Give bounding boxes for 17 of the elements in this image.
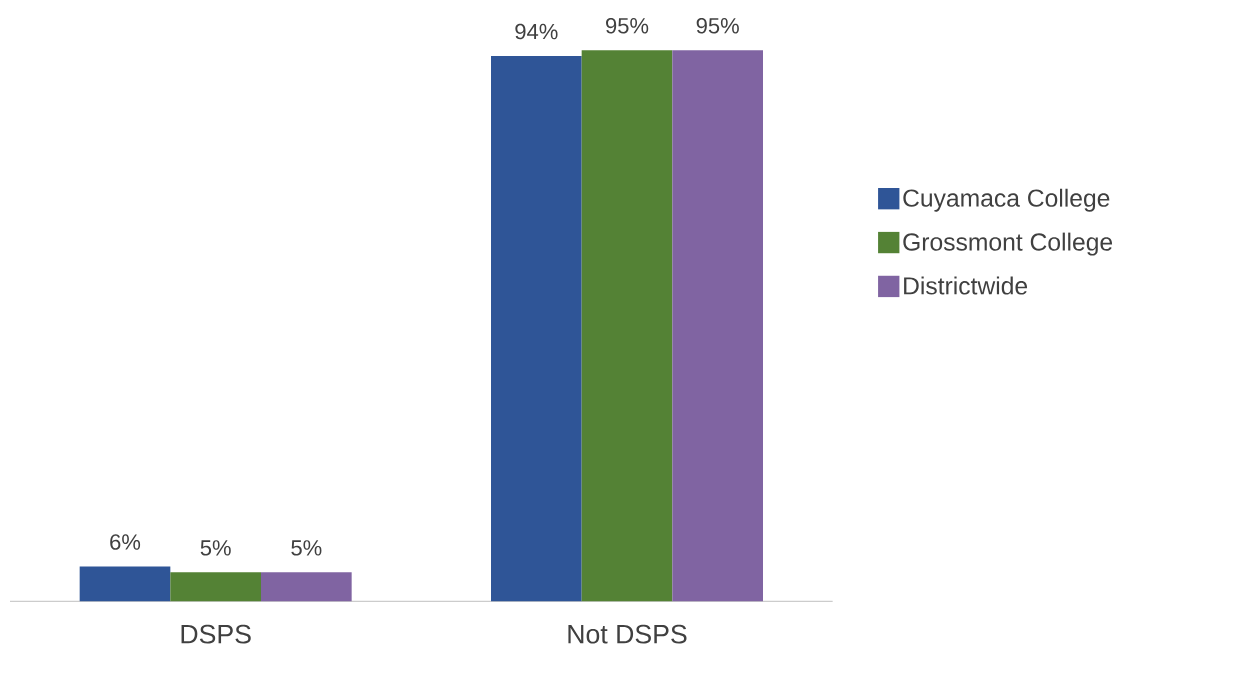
data-label: 6% — [110, 534, 141, 550]
x-tick-label: DSPS — [181, 624, 251, 644]
data-label: 95% — [696, 17, 739, 34]
data-label: 95% — [606, 17, 649, 34]
bar — [491, 56, 582, 602]
bar — [581, 50, 673, 602]
bar — [170, 572, 261, 602]
data-label: 5% — [200, 540, 231, 556]
bar — [79, 566, 171, 602]
data-label: 94% — [515, 23, 558, 40]
legend-label: Grossmont College — [903, 232, 1113, 256]
data-label: 5% — [291, 540, 322, 556]
legend-label: Cuyamaca College — [903, 188, 1110, 212]
bar — [672, 50, 763, 602]
x-tick-label: Not DSPS — [568, 624, 687, 644]
bar — [261, 572, 352, 602]
legend-label: Districtwide — [904, 276, 1028, 295]
